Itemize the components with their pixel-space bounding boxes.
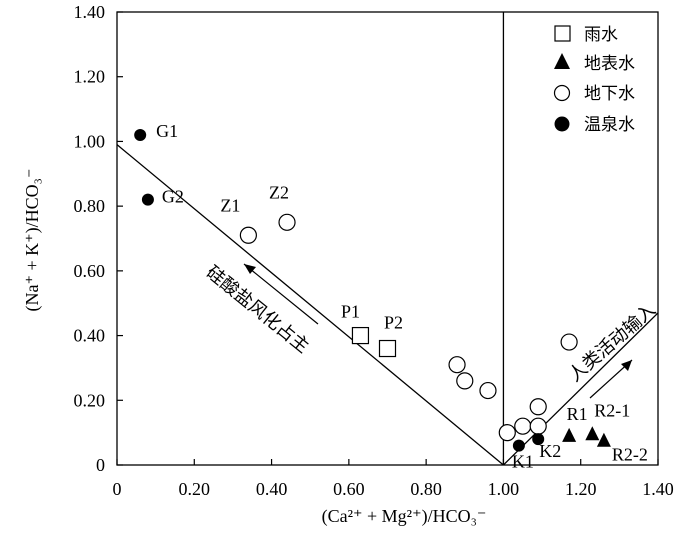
point-label: Z2 [269,182,289,202]
legend-label-rain: 雨水 [584,25,618,45]
groundwater-point [448,356,466,374]
legend-item-surface-water: 地表水 [554,53,635,74]
point-label: K2 [539,441,561,461]
reference-line [116,144,504,466]
groundwater-point [239,226,257,244]
legend-item-hot-spring: 温泉水 [554,115,635,135]
hot-spring-point [532,433,545,446]
y-axis-label: (Na⁺ + K⁺)/HCO₃⁻ [22,169,43,312]
y-tick-label: 0 [96,455,105,475]
x-tick-label: 0.60 [333,479,365,499]
reference-line [502,312,659,466]
silicate-arrow [243,263,319,325]
groundwater-point [278,213,296,231]
groundwater-point [529,398,547,416]
rain-point [351,326,370,345]
y-tick-label: 1.20 [74,67,106,87]
x-tick-label: 0.40 [256,479,288,499]
legend-item-groundwater: 地下水 [553,84,635,104]
legend-label-hot-spring: 温泉水 [584,115,635,135]
plot-frame [116,11,659,466]
surface-water-point [585,426,600,441]
x-tick-label: 1.00 [488,479,520,499]
y-tick-label: 0.60 [74,261,106,281]
x-tick-label: 1.40 [642,479,674,499]
point-label: R2-2 [612,445,648,465]
point-label: G1 [156,121,178,141]
hot-spring-point [141,193,154,206]
groundwater-point [514,417,532,435]
y-tick-label: 0.80 [74,196,106,216]
point-label: P1 [341,302,360,322]
groundwater-point [456,372,474,390]
x-tick-label: 1.20 [565,479,597,499]
human-input-annotation: 人类活动输入 [565,299,660,386]
y-tick-label: 1.40 [74,2,106,22]
rain-point [378,339,397,358]
x-tick-label: 0.80 [410,479,442,499]
legend-filled-circle-icon [554,116,570,132]
groundwater-point [560,333,578,351]
legend-label-groundwater: 地下水 [584,84,635,104]
hot-spring-point [512,439,525,452]
surface-water-point [562,427,577,442]
groundwater-point [498,424,516,442]
x-tick-label: 0 [113,479,122,499]
y-tick-label: 1.00 [74,131,106,151]
point-label: R1 [567,404,588,424]
legend-open-circle-icon [553,84,571,102]
point-label: P2 [384,313,403,333]
groundwater-point [529,417,547,435]
legend: 雨水 地表水 地下水 温泉水 [553,25,635,135]
x-tick-label: 0.20 [179,479,211,499]
hot-spring-point [134,128,147,141]
legend-triangle-icon [554,53,570,69]
x-axis-label: (Ca²⁺ + Mg²⁺)/HCO₃⁻ [322,506,487,527]
human-input-arrow [589,359,633,399]
surface-water-point [596,432,611,447]
legend-square-icon [554,25,571,42]
legend-label-surface-water: 地表水 [584,54,635,74]
y-tick-label: 0.20 [74,390,106,410]
y-tick-label: 0.40 [74,326,106,346]
legend-item-rain: 雨水 [554,25,618,45]
point-label: R2-1 [594,400,630,420]
groundwater-point [479,381,497,400]
silicate-weathering-annotation: 硅酸盐风化占主 [202,262,313,358]
point-label: Z1 [220,195,240,215]
point-label: G2 [162,187,184,207]
point-label: K1 [512,452,534,472]
